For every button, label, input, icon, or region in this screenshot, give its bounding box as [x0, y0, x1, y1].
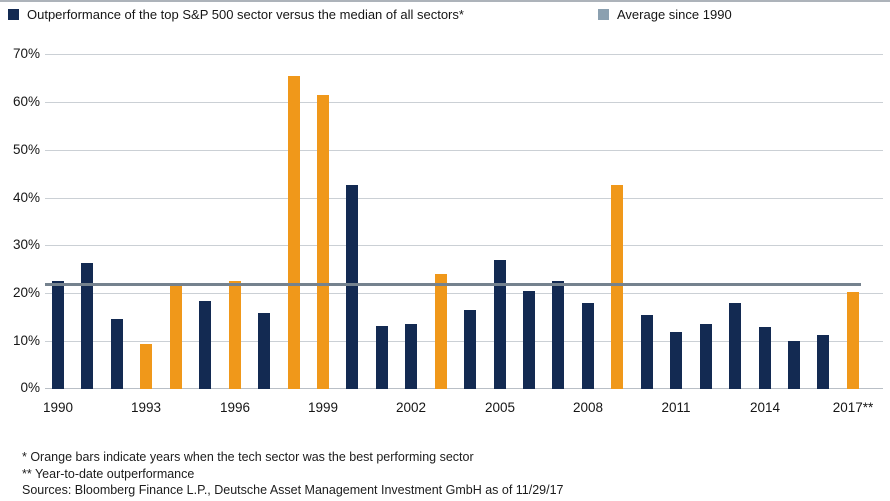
navy-bar-swatch-icon	[8, 9, 19, 20]
y-tick-label-40: 40%	[12, 190, 40, 205]
footnote-year-to-date: ** Year-to-date outperformance	[22, 466, 195, 481]
bar-2008	[582, 303, 594, 389]
footnotes: * Orange bars indicate years when the te…	[22, 449, 564, 499]
bar-2002	[405, 324, 417, 389]
bar-2014	[759, 327, 771, 389]
y-tick-label-30: 30%	[12, 237, 40, 252]
bar-2017	[847, 292, 859, 389]
average-since-1990-line	[45, 283, 861, 286]
bar-1998	[288, 76, 300, 389]
y-tick-label-60: 60%	[12, 94, 40, 109]
bar-1992	[111, 319, 123, 389]
bar-1999	[317, 95, 329, 389]
bar-1996	[229, 281, 241, 389]
gridline-30pct	[45, 245, 883, 246]
x-tick-label-2008: 2008	[572, 400, 604, 415]
x-tick-label-2002: 2002	[395, 400, 427, 415]
legend-item-outperformance: Outperformance of the top S&P 500 sector…	[8, 7, 464, 22]
gridline-20pct	[45, 293, 883, 294]
gridline-40pct	[45, 198, 883, 199]
bar-2007	[552, 281, 564, 389]
footnote-orange-bars: * Orange bars indicate years when the te…	[22, 450, 474, 464]
legend-item-average: Average since 1990	[598, 7, 732, 22]
bar-1993	[140, 344, 152, 389]
footnote-sources: Sources: Bloomberg Finance L.P., Deutsch…	[22, 483, 564, 497]
x-tick-label-1990: 1990	[42, 400, 74, 415]
bar-2012	[700, 324, 712, 389]
y-tick-label-20: 20%	[12, 285, 40, 300]
y-tick-label-70: 70%	[12, 46, 40, 61]
x-tick-label-2005: 2005	[484, 400, 516, 415]
bar-2006	[523, 291, 535, 389]
bar-2003	[435, 274, 447, 389]
bar-2013	[729, 303, 741, 389]
bar-2010	[641, 315, 653, 389]
bar-2000	[346, 185, 358, 389]
bar-1994	[170, 286, 182, 389]
y-tick-label-50: 50%	[12, 142, 40, 157]
bar-1997	[258, 313, 270, 389]
plot-area	[45, 54, 883, 389]
bar-2005	[494, 260, 506, 389]
gridline-60pct	[45, 102, 883, 103]
x-tick-label-2014: 2014	[749, 400, 781, 415]
legend-label-outperformance: Outperformance of the top S&P 500 sector…	[27, 7, 464, 22]
bar-2001	[376, 326, 388, 389]
x-tick-label-2017: 2017**	[832, 400, 874, 415]
bar-1991	[81, 263, 93, 389]
average-line-swatch-icon	[598, 9, 609, 20]
bar-2009	[611, 185, 623, 389]
x-tick-label-1993: 1993	[130, 400, 162, 415]
bar-2015	[788, 341, 800, 389]
bar-1990	[52, 281, 64, 389]
y-tick-label-0: 0%	[20, 380, 40, 395]
bar-2004	[464, 310, 476, 389]
x-tick-label-1999: 1999	[307, 400, 339, 415]
legend-label-average: Average since 1990	[617, 7, 732, 22]
gridline-50pct	[45, 150, 883, 151]
bar-1995	[199, 301, 211, 389]
bar-2011	[670, 332, 682, 389]
bar-2016	[817, 335, 829, 389]
y-tick-label-10: 10%	[12, 333, 40, 348]
x-tick-label-1996: 1996	[219, 400, 251, 415]
x-tick-label-2011: 2011	[661, 400, 691, 415]
gridline-70pct	[45, 54, 883, 55]
